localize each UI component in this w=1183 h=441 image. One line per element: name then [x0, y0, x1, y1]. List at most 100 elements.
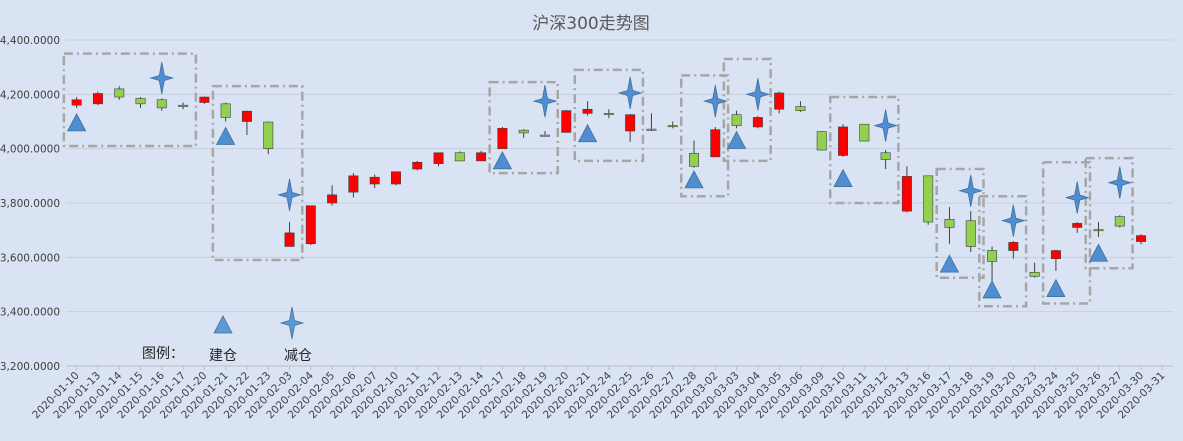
candle-body	[1136, 235, 1147, 242]
reduce-marker	[617, 76, 643, 110]
position-box	[679, 74, 730, 198]
legend: 图例： 建仓 减仓	[142, 306, 312, 364]
y-tick-label: 3,800.0000	[0, 198, 60, 210]
candle-body	[987, 250, 998, 262]
candle-body	[305, 205, 316, 245]
build-marker	[833, 168, 853, 187]
candles	[71, 86, 1147, 285]
candle-body	[518, 129, 529, 134]
candle-body	[71, 99, 82, 106]
reduce-marker	[1107, 166, 1133, 199]
reduce-marker	[1000, 204, 1026, 237]
candle-body	[710, 129, 721, 158]
candle-body	[390, 171, 401, 185]
candle-body	[263, 121, 274, 149]
y-tick-label: 4,400.0000	[0, 35, 60, 47]
candle-body	[1114, 216, 1125, 227]
legend-reduce-label: 减仓	[284, 348, 312, 364]
build-marker	[492, 151, 513, 170]
candle-body	[540, 134, 550, 137]
candle-body	[156, 99, 167, 109]
y-tick-label: 4,000.0000	[0, 144, 60, 156]
candle-body	[646, 128, 657, 131]
position-box	[62, 52, 198, 148]
candle-body	[838, 126, 849, 156]
candle-body	[1072, 223, 1083, 228]
build-marker	[1088, 243, 1109, 262]
candle-body	[1029, 271, 1040, 277]
gridlines	[66, 39, 1173, 367]
y-tick-label: 3,600.0000	[0, 252, 60, 264]
candle-body	[454, 152, 465, 162]
position-boxes	[62, 52, 1134, 308]
candle-body	[923, 175, 934, 223]
position-box	[829, 95, 900, 205]
build-marker	[939, 254, 960, 273]
legend-build-label: 建仓	[209, 348, 237, 364]
reduce-marker	[958, 174, 984, 207]
position-box	[488, 80, 560, 175]
position-box	[978, 194, 1028, 308]
candle-body	[731, 114, 742, 126]
chart-title: 沪深300走势图	[532, 14, 649, 34]
position-box	[722, 57, 772, 163]
candle-body	[92, 93, 103, 105]
candle-body	[114, 88, 125, 98]
candle-body	[284, 232, 295, 247]
candle-body	[880, 152, 891, 160]
candle-body	[369, 176, 380, 185]
build-marker	[577, 123, 598, 143]
candle-body	[901, 176, 912, 212]
reduce-marker	[532, 85, 558, 118]
candle-body	[178, 104, 189, 107]
candle-body	[752, 117, 763, 128]
reduce-marker	[1064, 181, 1090, 214]
position-box	[1084, 156, 1134, 270]
y-tick-label: 4,200.0000	[0, 89, 60, 101]
candle-body	[689, 152, 699, 167]
x-axis: 2020-01-102020-01-132020-01-142020-01-15…	[30, 366, 1167, 421]
candle-body	[327, 194, 338, 204]
candle-body	[774, 92, 785, 110]
candle-body	[497, 127, 508, 149]
build-marker	[726, 130, 747, 149]
y-axis: 3,200.0000 3,400.0000 3,600.0000 3,800.0000…	[0, 35, 60, 373]
y-tick-label: 3,400.0000	[0, 307, 60, 319]
candle-body	[859, 123, 870, 142]
reduce-marker	[745, 78, 771, 111]
candle-body	[433, 152, 444, 164]
candle-body	[795, 106, 806, 111]
candle-body	[603, 113, 614, 115]
candle-body	[667, 125, 678, 128]
candle-body	[965, 220, 976, 247]
legend-build-triangle-icon	[213, 315, 233, 334]
reduce-marker	[702, 85, 728, 118]
candle-body	[625, 114, 636, 132]
candle-body	[199, 96, 210, 103]
candle-body	[412, 161, 423, 170]
candle-body	[582, 108, 593, 114]
trade-markers	[66, 61, 1133, 299]
y-tick-label: 3,200.0000	[0, 361, 60, 373]
reduce-marker	[873, 109, 899, 142]
candle-body	[241, 110, 252, 122]
position-box	[935, 167, 985, 279]
build-marker	[684, 170, 704, 189]
candle-body	[348, 175, 359, 193]
candle-body	[561, 110, 572, 133]
build-marker	[982, 280, 1002, 299]
legend-title: 图例：	[142, 346, 184, 362]
candle-body	[944, 219, 955, 228]
candle-body	[816, 131, 827, 151]
reduce-marker	[149, 61, 175, 95]
candle-body	[1008, 242, 1019, 251]
position-box	[211, 84, 304, 262]
candle-body	[220, 103, 231, 118]
candle-body	[1093, 229, 1104, 232]
build-marker	[1046, 278, 1066, 297]
build-marker	[66, 113, 87, 132]
candle-body	[135, 98, 146, 105]
reduce-marker	[277, 178, 302, 211]
